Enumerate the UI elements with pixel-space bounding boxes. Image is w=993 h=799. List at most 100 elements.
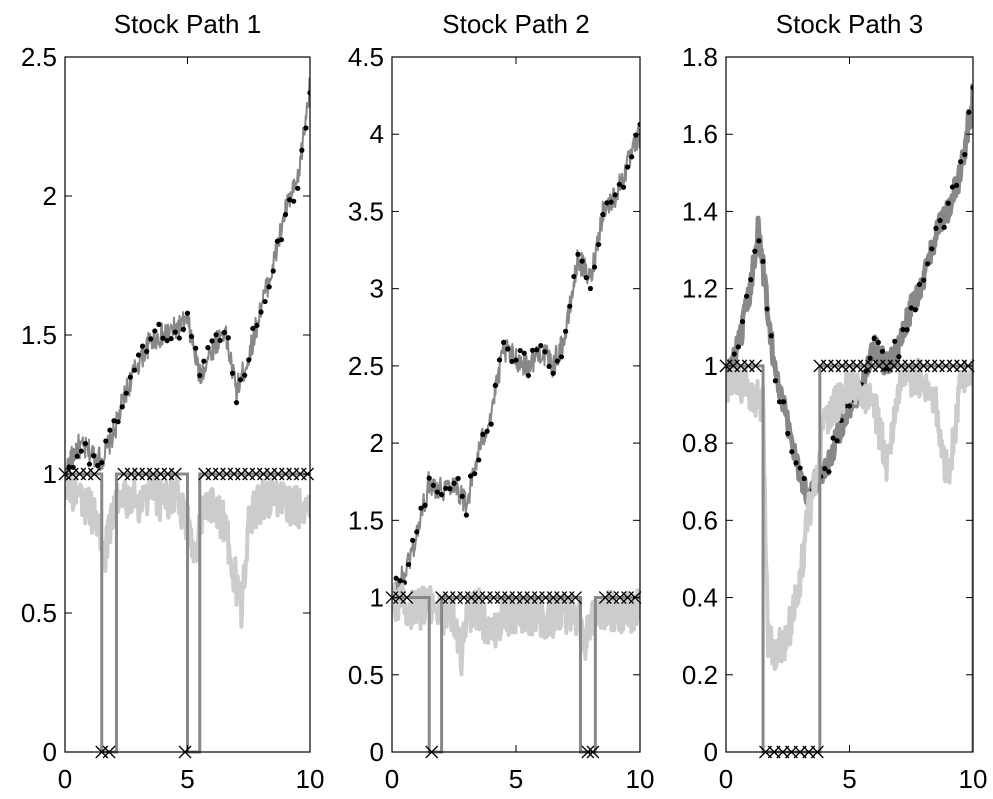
stock-dot-marker xyxy=(82,440,89,447)
y-tick-label: 1.6 xyxy=(682,119,718,149)
stock-dot-marker xyxy=(756,238,762,244)
stock-dot-marker xyxy=(505,346,511,352)
y-tick-label: 0 xyxy=(370,737,384,767)
stock-dot-marker xyxy=(217,337,223,344)
stock-dot-marker xyxy=(426,475,432,481)
stock-dot-marker xyxy=(156,321,162,327)
stock-dot-marker xyxy=(743,293,750,299)
stock-dot-marker xyxy=(797,465,803,471)
stock-dot-marker xyxy=(135,352,142,358)
stock-dot-marker xyxy=(405,561,412,568)
x-tick-label: 5 xyxy=(842,764,856,794)
stock-dot-marker xyxy=(608,199,614,205)
stock-dot-marker xyxy=(418,505,424,511)
stock-dot-marker xyxy=(542,349,548,355)
y-tick-label: 0.4 xyxy=(682,583,718,613)
stock-dot-marker xyxy=(295,185,301,191)
stock-dot-marker xyxy=(871,335,877,341)
stock-dot-marker xyxy=(748,277,754,283)
y-tick-label: 0 xyxy=(43,737,57,767)
stock-dot-marker xyxy=(558,354,565,360)
stock-dot-marker xyxy=(492,382,498,389)
stock-dot-marker xyxy=(496,357,503,363)
stock-dot-marker xyxy=(830,435,836,441)
stock-dot-marker xyxy=(781,399,787,405)
stock-path-line xyxy=(65,77,310,483)
stock-dot-marker xyxy=(921,277,927,283)
stock-dot-marker xyxy=(616,181,622,187)
stock-dot-marker xyxy=(103,438,109,444)
stock-dot-marker xyxy=(254,322,260,329)
stock-dot-marker xyxy=(966,109,972,115)
stock-dot-marker xyxy=(282,211,289,218)
stock-dot-marker xyxy=(476,457,482,463)
y-tick-label: 1.4 xyxy=(682,196,718,226)
y-tick-label: 0.5 xyxy=(21,598,57,628)
stock-dot-marker xyxy=(197,372,203,379)
stock-dot-marker xyxy=(583,275,589,281)
exercise-indicator-line xyxy=(392,596,640,754)
stock-dot-marker xyxy=(176,335,182,341)
stock-dot-marker xyxy=(188,333,195,340)
stock-dot-marker xyxy=(484,428,490,434)
y-tick-label: 4 xyxy=(370,119,384,149)
stock-dot-marker xyxy=(563,328,569,334)
stock-dot-marker xyxy=(637,121,640,128)
exercise-x-marker xyxy=(400,591,414,605)
stock-dot-marker xyxy=(266,284,272,290)
stock-dot-marker xyxy=(270,268,276,274)
stock-dot-marker xyxy=(164,338,170,344)
stock-dot-marker xyxy=(86,461,93,467)
stock-dot-marker xyxy=(958,159,964,165)
x-tick-label: 10 xyxy=(296,764,325,794)
stock-dot-marker xyxy=(925,261,931,267)
stock-dot-marker xyxy=(908,305,914,311)
stock-dot-marker xyxy=(213,332,219,338)
y-tick-label: 0 xyxy=(704,737,718,767)
y-tick-label: 1 xyxy=(43,459,57,489)
stock-dot-marker xyxy=(916,281,923,287)
stock-dot-marker xyxy=(299,147,305,153)
stock-dot-marker xyxy=(875,339,881,345)
stock-dot-marker xyxy=(131,367,138,373)
continuation-value-line xyxy=(392,582,640,677)
y-tick-label: 3.5 xyxy=(348,196,384,226)
x-tick-label: 10 xyxy=(626,764,655,794)
stock-dot-marker xyxy=(620,184,627,190)
y-tick-label: 2.5 xyxy=(348,351,384,381)
stock-dot-marker xyxy=(571,273,577,280)
y-tick-label: 0.5 xyxy=(348,660,384,690)
stock-dot-marker xyxy=(246,357,252,363)
stock-dot-marker xyxy=(735,344,741,350)
y-tick-label: 2 xyxy=(43,181,57,211)
stock-dot-marker xyxy=(953,182,960,188)
stock-dot-marker xyxy=(587,285,594,292)
stock-dot-marker xyxy=(534,347,540,353)
stock-dot-marker xyxy=(74,453,80,459)
stock-dot-marker xyxy=(205,345,211,351)
y-tick-label: 1.5 xyxy=(348,505,384,535)
stock-dot-marker xyxy=(772,378,779,384)
stock-dot-marker xyxy=(422,502,428,508)
stock-dot-marker xyxy=(764,306,770,312)
stock-dot-marker xyxy=(95,462,101,469)
stock-dot-marker xyxy=(168,335,174,342)
stock-dot-marker xyxy=(127,374,133,380)
stock-dot-marker xyxy=(115,419,121,425)
stock-dot-marker xyxy=(892,338,898,344)
stock-dot-marker xyxy=(123,390,129,396)
x-tick-label: 10 xyxy=(959,764,988,794)
stock-dot-marker xyxy=(941,224,947,230)
stock-dot-marker xyxy=(397,578,403,584)
stock-dot-marker xyxy=(633,132,639,138)
stock-dot-marker xyxy=(625,164,631,170)
y-tick-label: 1.8 xyxy=(682,42,718,72)
stock-dot-marker xyxy=(180,326,187,332)
exercise-x-marker xyxy=(749,359,763,373)
exercise-x-marker xyxy=(569,591,582,605)
stock-dot-marker xyxy=(801,475,807,482)
stock-dot-marker xyxy=(303,125,309,131)
stock-dot-marker xyxy=(793,460,799,466)
chart-title: Stock Path 2 xyxy=(442,9,589,39)
x-tick-label: 0 xyxy=(58,764,72,794)
